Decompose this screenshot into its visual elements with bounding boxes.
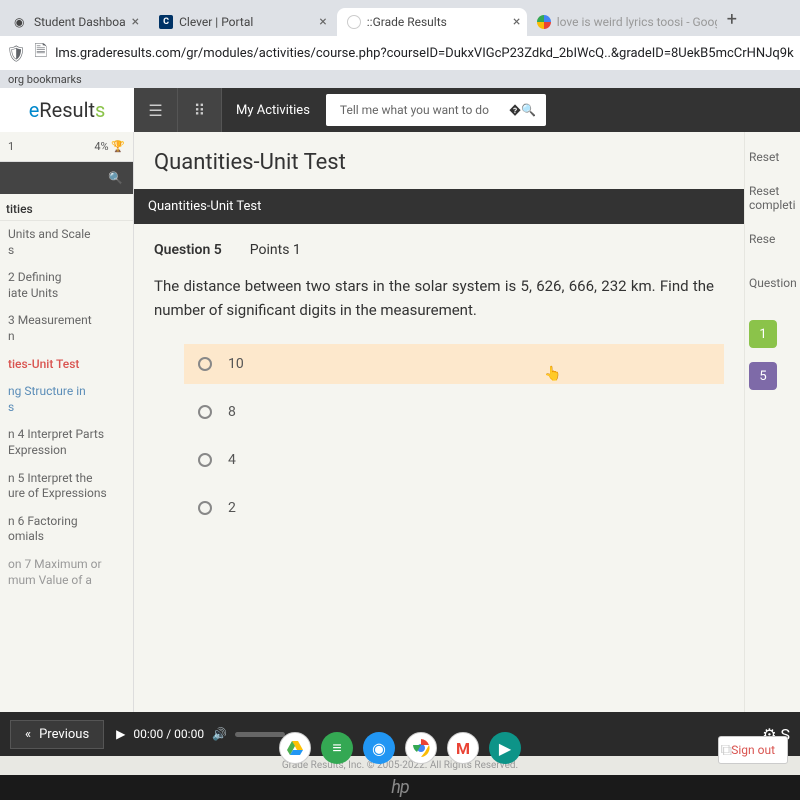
answer-option[interactable]: 8 [184, 392, 724, 432]
sidebar-item[interactable]: 2 Defining iate Units [0, 264, 133, 307]
answer-option[interactable]: 2 [184, 488, 724, 528]
rail-reset[interactable]: Reset [749, 150, 796, 164]
answer-option[interactable]: 4 [184, 440, 724, 480]
tab-label: love is weird lyrics toosi - Google [557, 15, 717, 29]
app-header: eResults ☰ ⠿ My Activities Tell me what … [0, 88, 800, 132]
hp-logo: hp [391, 777, 408, 798]
question-header: Question 5 Points 1 [154, 242, 724, 258]
address-bar: 🛡 🗎 lms.graderesults.com/gr/modules/acti… [0, 36, 800, 70]
taskbar: ≡ ◉ M ▶ [0, 724, 800, 772]
chrome-icon[interactable] [405, 732, 437, 764]
menu-icon[interactable]: ☰ [134, 88, 178, 132]
tab-clever[interactable]: C Clever | Portal × [149, 8, 337, 36]
sidebar-header: 1 4% 🏆 [0, 132, 133, 162]
sidebar-item[interactable]: ng Structure in s [0, 378, 133, 421]
docs-icon[interactable]: ≡ [321, 732, 353, 764]
answer-options: 10 8 4 2 [154, 344, 724, 528]
sidebar-progress: 4% [94, 140, 108, 153]
rail-reset-completion[interactable]: Reset completi [749, 184, 796, 212]
logo-suf: s [95, 98, 105, 122]
search-placeholder: Tell me what you want to do [340, 103, 489, 117]
sidebar-item[interactable]: n 4 Interpret Parts Expression [0, 421, 133, 464]
radio-icon [198, 501, 212, 515]
sidebar-item[interactable]: n 6 Factoring omials [0, 508, 133, 551]
question-area: Question 5 Points 1 The distance between… [134, 224, 744, 554]
site-info-icon[interactable]: 🗎 [34, 40, 47, 67]
signout-label: Sign out [731, 743, 775, 757]
option-label: 4 [228, 452, 236, 468]
sidebar-item[interactable]: on 7 Maximum or mum Value of a [0, 551, 133, 594]
option-label: 8 [228, 404, 236, 420]
search-icon: �🔍 [509, 103, 536, 117]
close-icon[interactable]: × [319, 14, 326, 30]
tab-label: Student Dashboa [34, 15, 126, 29]
rail-rese[interactable]: Rese [749, 232, 796, 246]
sidebar: 1 4% 🏆 🔍 tities Units and Scale s 2 Defi… [0, 132, 134, 712]
sidebar-item[interactable]: Units and Scale s [0, 221, 133, 264]
question-number: Question 5 [154, 242, 222, 258]
rail-question: Question [749, 276, 796, 290]
logo[interactable]: eResults [0, 88, 134, 132]
sidebar-item[interactable]: 3 Measurement n [0, 307, 133, 350]
play-store-icon[interactable]: ▶ [489, 732, 521, 764]
close-icon[interactable]: × [513, 14, 520, 30]
tab-strip: ◉ Student Dashboa × C Clever | Portal × … [0, 0, 800, 36]
main-content: Quantities-Unit Test Quantities-Unit Tes… [134, 132, 744, 712]
tab-grade-results[interactable]: ::Grade Results × [337, 8, 527, 36]
search-input[interactable]: Tell me what you want to do �🔍 [326, 94, 546, 126]
nav-my-activities[interactable]: My Activities [222, 88, 324, 132]
page-title: Quantities-Unit Test [134, 132, 744, 189]
tab-label: Clever | Portal [179, 15, 253, 29]
tab-student-dashboard[interactable]: ◉ Student Dashboa × [4, 8, 149, 36]
search-icon: 🔍 [108, 171, 123, 185]
tab-favicon: ◉ [14, 15, 28, 29]
google-icon [537, 15, 551, 29]
question-points: Points 1 [250, 242, 301, 258]
bookmark-folder[interactable]: org bookmarks [8, 73, 82, 86]
section-bar: Quantities-Unit Test [134, 189, 744, 224]
sidebar-level: 1 [8, 140, 14, 153]
option-label: 2 [228, 500, 236, 516]
question-nav-5[interactable]: 5 [749, 362, 777, 390]
content-row: 1 4% 🏆 🔍 tities Units and Scale s 2 Defi… [0, 132, 800, 712]
grade-icon [347, 15, 361, 29]
cursor-icon: 👆 [544, 366, 561, 382]
trophy-icon: 🏆 [111, 140, 125, 153]
gmail-icon[interactable]: M [447, 732, 479, 764]
url-text[interactable]: lms.graderesults.com/gr/modules/activiti… [55, 46, 794, 61]
shield-icon[interactable]: 🛡 [6, 44, 26, 63]
logo-e: e [29, 98, 40, 122]
drive-icon[interactable] [279, 732, 311, 764]
question-nav-1[interactable]: 1 [749, 320, 777, 348]
browser-chrome: ◉ Student Dashboa × C Clever | Portal × … [0, 0, 800, 88]
option-label: 10 [228, 356, 244, 372]
tab-label: ::Grade Results [367, 15, 447, 29]
camera-icon[interactable]: ◉ [363, 732, 395, 764]
radio-icon [198, 405, 212, 419]
cast-icon[interactable]: ⧉ [721, 740, 732, 760]
bookmarks-bar: org bookmarks [0, 70, 800, 88]
grid-icon[interactable]: ⠿ [178, 88, 222, 132]
radio-icon [198, 357, 212, 371]
sidebar-item-active[interactable]: ties-Unit Test [0, 351, 133, 379]
answer-option[interactable]: 10 [184, 344, 724, 384]
sidebar-section-title: tities [0, 194, 133, 221]
sidebar-item[interactable]: n 5 Interpret the ure of Expressions [0, 465, 133, 508]
close-icon[interactable]: × [132, 14, 139, 30]
right-rail: Reset Reset completi Rese Question 1 5 [744, 132, 800, 712]
sidebar-search[interactable]: 🔍 [0, 162, 133, 194]
logo-mid: Result [39, 98, 95, 122]
question-text: The distance between two stars in the so… [154, 274, 714, 322]
new-tab-button[interactable]: + [717, 3, 747, 36]
tab-google-search[interactable]: love is weird lyrics toosi - Google × [527, 8, 717, 36]
clever-icon: C [159, 15, 173, 29]
radio-icon [198, 453, 212, 467]
